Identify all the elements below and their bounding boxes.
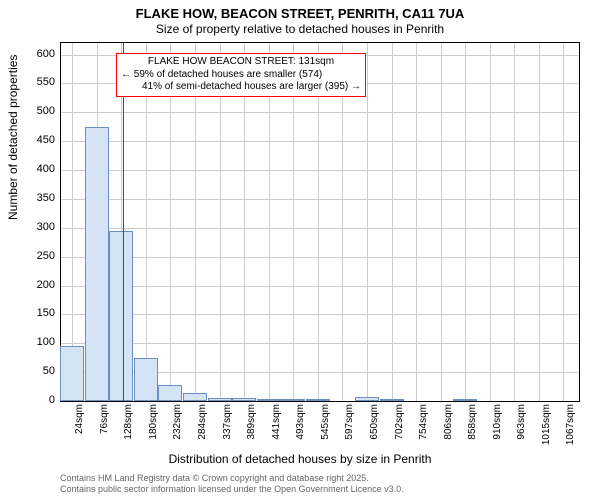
gridline-v (490, 43, 491, 401)
gridline-h (61, 314, 579, 315)
xtick-label: 1067sqm (565, 404, 576, 454)
ytick-label: 200 (15, 279, 55, 291)
xtick-label: 650sqm (369, 404, 380, 454)
gridline-v (269, 43, 270, 401)
ytick-label: 550 (15, 76, 55, 88)
xtick-label: 1015sqm (541, 404, 552, 454)
annotation-line1: FLAKE HOW BEACON STREET: 131sqm (121, 56, 361, 69)
histogram-bar (109, 231, 133, 401)
xtick-label: 493sqm (295, 404, 306, 454)
gridline-v (195, 43, 196, 401)
gridline-h (61, 112, 579, 113)
gridline-v (416, 43, 417, 401)
ytick-label: 350 (15, 192, 55, 204)
xtick-label: 597sqm (344, 404, 355, 454)
ytick-label: 600 (15, 48, 55, 60)
xtick-label: 754sqm (418, 404, 429, 454)
annotation-line2: ← 59% of detached houses are smaller (57… (121, 69, 361, 82)
xtick-label: 858sqm (467, 404, 478, 454)
xtick-label: 806sqm (443, 404, 454, 454)
gridline-v (293, 43, 294, 401)
chart-container: FLAKE HOW, BEACON STREET, PENRITH, CA11 … (0, 0, 600, 500)
gridline-v (244, 43, 245, 401)
gridline-v (465, 43, 466, 401)
ytick-label: 100 (15, 336, 55, 348)
footer-attribution: Contains HM Land Registry data © Crown c… (60, 473, 404, 496)
gridline-v (220, 43, 221, 401)
histogram-bar (281, 399, 305, 401)
gridline-v (318, 43, 319, 401)
chart-title: FLAKE HOW, BEACON STREET, PENRITH, CA11 … (0, 6, 600, 21)
gridline-h (61, 170, 579, 171)
gridline-v (539, 43, 540, 401)
gridline-v (392, 43, 393, 401)
ytick-label: 150 (15, 307, 55, 319)
histogram-bar (453, 399, 477, 401)
ytick-label: 500 (15, 105, 55, 117)
gridline-v (146, 43, 147, 401)
xtick-label: 337sqm (222, 404, 233, 454)
gridline-h (61, 141, 579, 142)
ytick-label: 300 (15, 221, 55, 233)
xtick-label: 389sqm (246, 404, 257, 454)
ytick-label: 50 (15, 365, 55, 377)
gridline-v (441, 43, 442, 401)
histogram-bar (183, 393, 207, 401)
gridline-v (342, 43, 343, 401)
gridline-h (61, 343, 579, 344)
ytick-label: 0 (15, 394, 55, 406)
reference-marker-line (123, 43, 124, 401)
gridline-h (61, 286, 579, 287)
histogram-bar (85, 127, 109, 401)
gridline-v (367, 43, 368, 401)
xtick-label: 963sqm (516, 404, 527, 454)
footer-line2: Contains public sector information licen… (60, 484, 404, 496)
histogram-bar (232, 398, 256, 401)
histogram-bar (60, 346, 84, 401)
histogram-bar (208, 398, 232, 401)
xtick-label: 128sqm (123, 404, 134, 454)
histogram-bar (158, 385, 182, 401)
gridline-v (563, 43, 564, 401)
gridline-v (170, 43, 171, 401)
xtick-label: 24sqm (74, 404, 85, 454)
xtick-label: 545sqm (320, 404, 331, 454)
histogram-bar (355, 397, 379, 401)
ytick-label: 400 (15, 163, 55, 175)
gridline-h (61, 257, 579, 258)
histogram-bar (306, 399, 330, 401)
xtick-label: 284sqm (197, 404, 208, 454)
footer-line1: Contains HM Land Registry data © Crown c… (60, 473, 404, 485)
gridline-h (61, 228, 579, 229)
xtick-label: 232sqm (172, 404, 183, 454)
histogram-bar (257, 399, 281, 401)
xtick-label: 910sqm (492, 404, 503, 454)
ytick-label: 250 (15, 250, 55, 262)
x-axis-label: Distribution of detached houses by size … (0, 452, 600, 466)
xtick-label: 702sqm (394, 404, 405, 454)
histogram-bar (134, 358, 158, 401)
gridline-h (61, 199, 579, 200)
plot-area: FLAKE HOW BEACON STREET: 131sqm← 59% of … (60, 42, 580, 402)
ytick-label: 450 (15, 134, 55, 146)
xtick-label: 76sqm (99, 404, 110, 454)
gridline-v (514, 43, 515, 401)
histogram-bar (380, 399, 404, 401)
annotation-box: FLAKE HOW BEACON STREET: 131sqm← 59% of … (116, 53, 366, 97)
xtick-label: 441sqm (271, 404, 282, 454)
xtick-label: 180sqm (148, 404, 159, 454)
annotation-line3: 41% of semi-detached houses are larger (… (121, 81, 361, 94)
chart-subtitle: Size of property relative to detached ho… (0, 22, 600, 36)
